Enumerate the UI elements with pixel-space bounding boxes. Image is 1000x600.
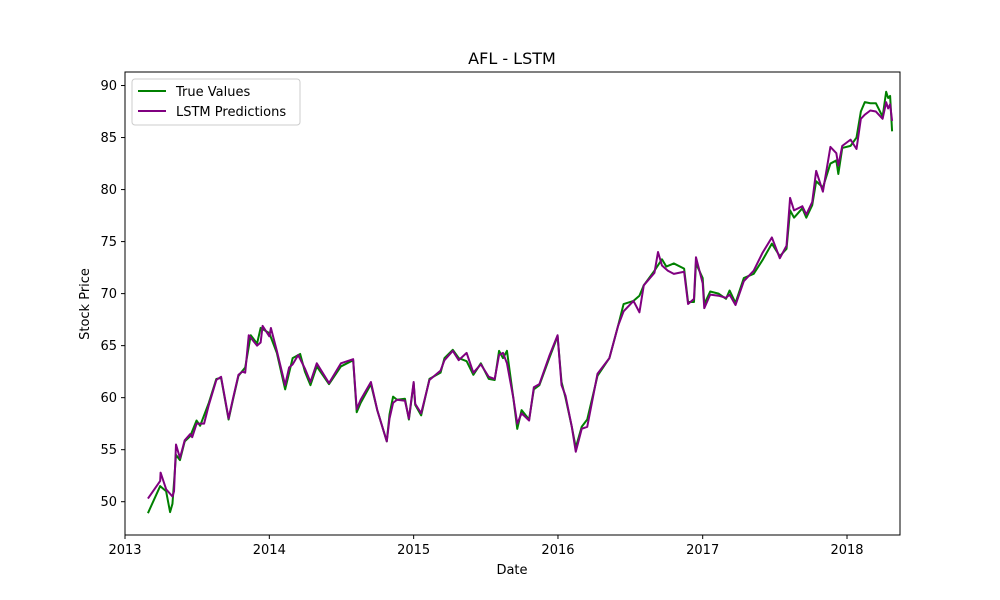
y-tick-label: 60	[100, 391, 117, 406]
x-tick-label: 2016	[541, 543, 574, 558]
plot-area-frame	[124, 71, 901, 536]
x-tick-label: 2015	[397, 543, 430, 558]
x-tick-label: 2013	[108, 543, 141, 558]
series-layer	[147, 90, 894, 514]
series-line-lstm-predictions	[147, 101, 894, 500]
y-axis: 50 55 60 65 70 75 80 85 90	[100, 79, 125, 510]
legend: True Values LSTM Predictions	[131, 78, 301, 126]
x-tick-label: 2014	[253, 543, 286, 558]
series-line-true-values	[147, 90, 894, 514]
y-tick-label: 75	[100, 235, 117, 250]
y-tick-label: 90	[100, 79, 117, 94]
x-axis: 2013 2014 2015 2016 2017 2018	[108, 535, 864, 558]
y-axis-label: Stock Price	[78, 268, 93, 340]
y-tick-label: 55	[100, 443, 117, 458]
y-tick-label: 50	[100, 495, 117, 510]
y-tick-label: 80	[100, 183, 117, 198]
legend-box	[131, 78, 301, 126]
y-tick-label: 65	[100, 339, 117, 354]
x-tick-label: 2018	[830, 543, 863, 558]
x-tick-label: 2017	[686, 543, 719, 558]
legend-label-lstm-predictions: LSTM Predictions	[176, 105, 286, 120]
chart-title: AFL - LSTM	[468, 49, 556, 68]
y-tick-label: 70	[100, 287, 117, 302]
y-tick-label: 85	[100, 131, 117, 146]
x-axis-label: Date	[496, 563, 527, 578]
legend-label-true-values: True Values	[175, 85, 250, 100]
